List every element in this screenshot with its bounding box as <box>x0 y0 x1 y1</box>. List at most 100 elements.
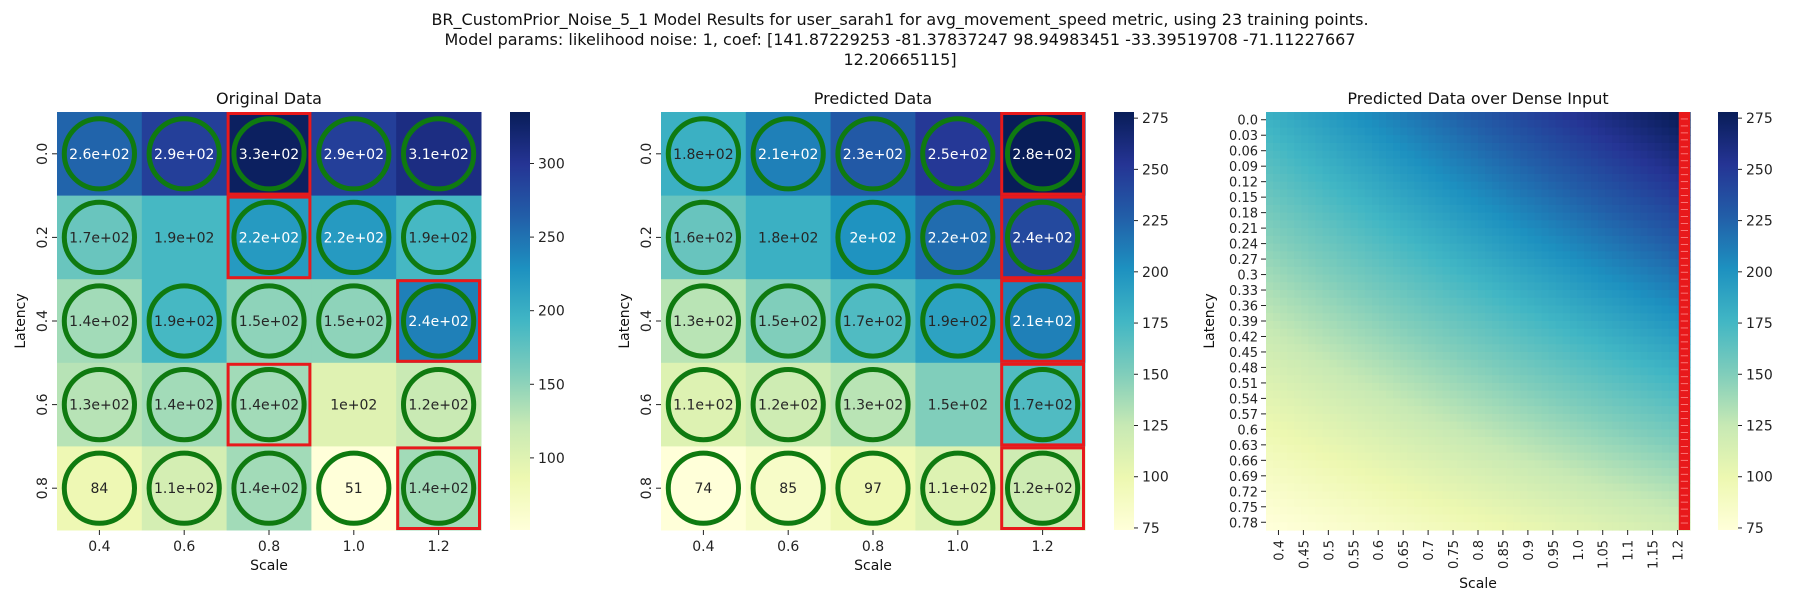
dense-heatmap-cell <box>1485 282 1493 291</box>
dense-heatmap-cell <box>1513 142 1521 152</box>
dense-heatmap-cell <box>1287 506 1295 516</box>
dense-heatmap-cell <box>1393 522 1401 531</box>
dense-heatmap-cell <box>1379 328 1387 338</box>
dense-heatmap-cell <box>1534 429 1543 438</box>
y-tick-label: 0.03 <box>1229 129 1258 144</box>
dense-heatmap-cell <box>1513 452 1521 461</box>
dense-heatmap-cell <box>1280 189 1288 198</box>
dense-heatmap-cell <box>1555 251 1564 260</box>
dense-heatmap-cell <box>1499 197 1507 206</box>
dense-heatmap-cell <box>1506 274 1514 283</box>
dense-heatmap-cell <box>1485 290 1493 299</box>
dense-heatmap-cell <box>1421 460 1430 469</box>
dense-heatmap-cell <box>1421 166 1430 175</box>
dense-heatmap-cell <box>1442 406 1451 415</box>
y-tick-label: 0.6 <box>639 393 655 415</box>
dense-heatmap-cell <box>1463 228 1472 237</box>
dense-heatmap-cell <box>1273 406 1281 415</box>
dense-heatmap-cell <box>1640 421 1649 430</box>
dense-heatmap-cell <box>1647 282 1656 291</box>
dense-heatmap-cell <box>1513 274 1521 283</box>
dense-heatmap-cell <box>1478 158 1486 167</box>
dense-heatmap-cell <box>1668 321 1677 330</box>
dense-heatmap-cell <box>1421 173 1430 183</box>
dense-heatmap-cell <box>1287 197 1295 206</box>
dense-heatmap-cell <box>1647 321 1656 330</box>
dense-heatmap-cell <box>1463 499 1472 508</box>
dense-heatmap-cell <box>1322 359 1331 369</box>
dense-heatmap-cell <box>1350 475 1359 485</box>
dense-heatmap-cell <box>1612 197 1620 206</box>
dense-heatmap-cell <box>1379 499 1387 508</box>
dense-heatmap-cell <box>1379 297 1387 307</box>
dense-heatmap-cell <box>1492 197 1500 206</box>
dense-heatmap-cell <box>1336 119 1345 129</box>
dense-heatmap-cell <box>1569 189 1578 198</box>
dense-heatmap-cell <box>1576 514 1585 523</box>
dense-heatmap-cell <box>1379 305 1387 314</box>
heatmap-cell <box>226 195 312 280</box>
dense-heatmap-cell <box>1527 305 1536 314</box>
dense-heatmap-cell <box>1612 367 1620 376</box>
dense-heatmap-cell <box>1478 452 1486 461</box>
dense-heatmap-cell <box>1598 452 1606 461</box>
dense-heatmap-cell <box>1541 220 1550 229</box>
dense-heatmap-cell <box>1280 491 1288 500</box>
dense-heatmap-cell <box>1640 212 1649 221</box>
dense-heatmap-cell <box>1569 375 1578 384</box>
dense-heatmap-cell <box>1584 259 1592 268</box>
dense-heatmap-cell <box>1280 119 1288 129</box>
dense-heatmap-cell <box>1478 251 1486 260</box>
dense-heatmap-cell <box>1287 382 1295 392</box>
colorbar-tick-label: 250 <box>538 230 565 246</box>
dense-heatmap-cell <box>1520 390 1529 400</box>
dense-heatmap-cell <box>1329 297 1338 307</box>
dense-heatmap-cell <box>1379 483 1387 492</box>
dense-heatmap-cell <box>1301 259 1309 268</box>
dense-heatmap-cell <box>1619 398 1627 407</box>
dense-heatmap-cell <box>1520 282 1529 291</box>
y-tick-label: 0.78 <box>1229 516 1258 531</box>
dense-heatmap-cell <box>1414 429 1423 438</box>
dense-heatmap-cell <box>1478 328 1486 338</box>
dense-heatmap-cell <box>1527 444 1536 454</box>
dense-heatmap-cell <box>1661 173 1670 183</box>
dense-heatmap-cell <box>1499 406 1507 415</box>
heatmap-cell <box>830 446 916 531</box>
dense-heatmap-cell <box>1364 173 1373 183</box>
dense-heatmap-cell <box>1456 359 1465 369</box>
dense-heatmap-cell <box>1287 491 1295 500</box>
dense-heatmap-cell <box>1315 413 1324 423</box>
dense-heatmap-cell <box>1463 460 1472 469</box>
dense-heatmap-cell <box>1633 468 1642 477</box>
dense-heatmap-cell <box>1647 460 1656 469</box>
dense-heatmap-cell <box>1386 390 1394 400</box>
dense-heatmap-cell <box>1470 197 1479 206</box>
dense-heatmap-cell <box>1266 491 1274 500</box>
dense-heatmap-cell <box>1619 313 1627 322</box>
dense-heatmap-cell <box>1470 204 1479 214</box>
dense-heatmap-cell <box>1555 483 1564 492</box>
dense-heatmap-cell <box>1584 506 1592 516</box>
dense-heatmap-cell <box>1350 359 1359 369</box>
dense-heatmap-cell <box>1513 437 1521 446</box>
dense-heatmap-cell <box>1584 266 1592 276</box>
dense-heatmap-cell <box>1400 452 1408 461</box>
dense-heatmap-cell <box>1562 475 1571 485</box>
y-tick-label: 0.75 <box>1229 501 1258 516</box>
dense-heatmap-cell <box>1513 119 1521 129</box>
dense-heatmap-cell <box>1661 119 1670 129</box>
cell-value-label: 3.1e+02 <box>408 147 468 163</box>
dense-heatmap-cell <box>1322 228 1331 237</box>
dense-heatmap-cell <box>1668 522 1677 531</box>
dense-heatmap-cell <box>1280 452 1288 461</box>
dense-heatmap-cell <box>1513 305 1521 314</box>
dense-heatmap-cell <box>1308 351 1317 361</box>
dense-heatmap-cell <box>1513 228 1521 237</box>
dense-heatmap-cell <box>1492 367 1500 376</box>
dense-heatmap-cell <box>1273 491 1281 500</box>
dense-heatmap-cell <box>1414 413 1423 423</box>
dense-heatmap-cell <box>1322 243 1331 252</box>
dense-heatmap-cell <box>1372 390 1380 400</box>
dense-heatmap-cell <box>1372 444 1380 454</box>
